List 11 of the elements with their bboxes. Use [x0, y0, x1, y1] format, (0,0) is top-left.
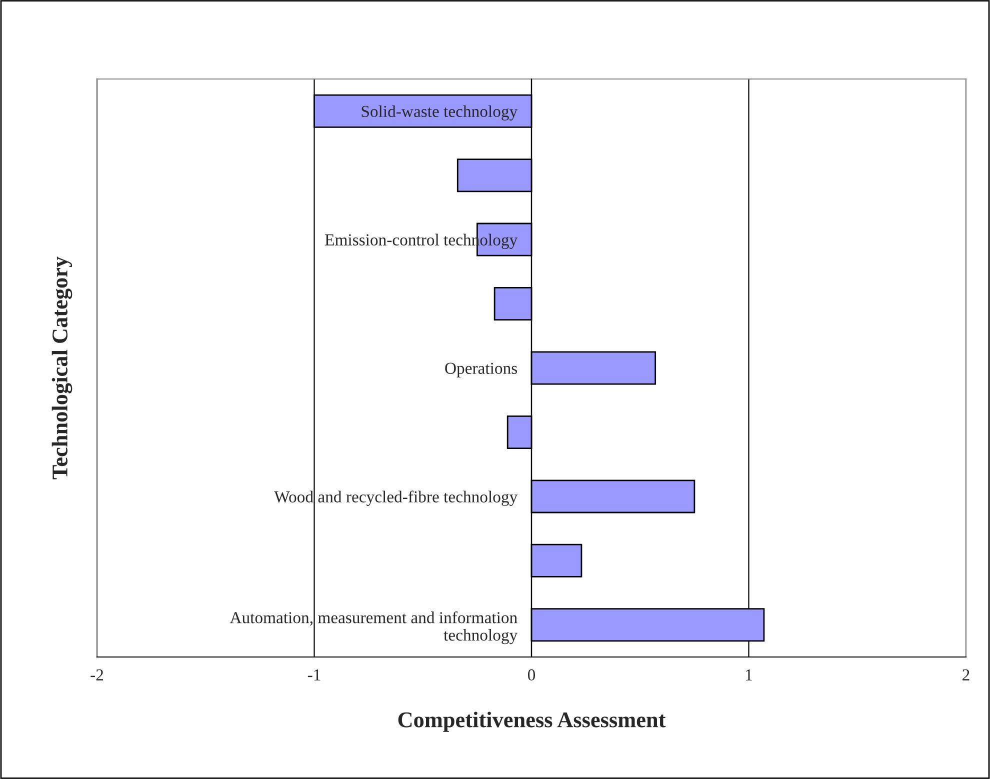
x-tick-label: 1 — [746, 669, 752, 680]
x-tick-label: -1 — [308, 669, 320, 680]
y-tick-label: Automation, measurement and information technology — [230, 611, 518, 644]
x-tick-label: -2 — [90, 669, 104, 680]
x-axis-title: Competitiveness Assessment — [398, 712, 666, 732]
y-tick-label: Wood and recycled-fibre technology — [274, 490, 518, 506]
y-tick-label: Solid-waste technology — [362, 105, 518, 120]
y-axis-title: Technological Category — [52, 256, 72, 480]
x-tick-label: 0 — [528, 669, 536, 681]
y-tick-label: Operations — [445, 362, 518, 378]
x-tick-label: 2 — [962, 669, 970, 680]
